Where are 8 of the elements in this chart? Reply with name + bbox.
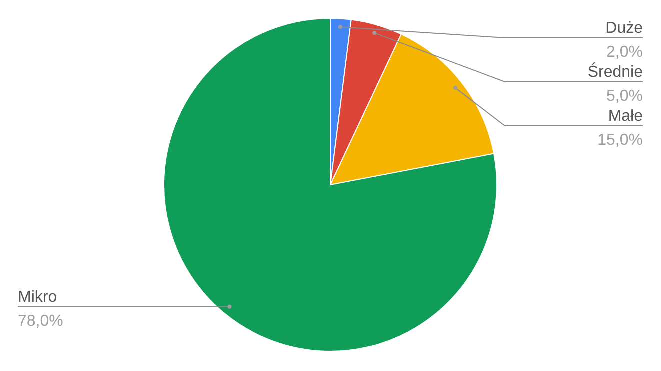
slice-label: Duże	[606, 20, 644, 37]
data-label: 15,0%	[598, 132, 643, 149]
slice-label: Średnie	[588, 62, 644, 81]
slice-label: Małe	[608, 108, 644, 125]
data-label: 5,0%	[606, 88, 643, 105]
slice-label: Mikro	[18, 288, 58, 306]
data-label: 78,0%	[18, 312, 64, 330]
data-label: 2,0%	[606, 44, 643, 61]
